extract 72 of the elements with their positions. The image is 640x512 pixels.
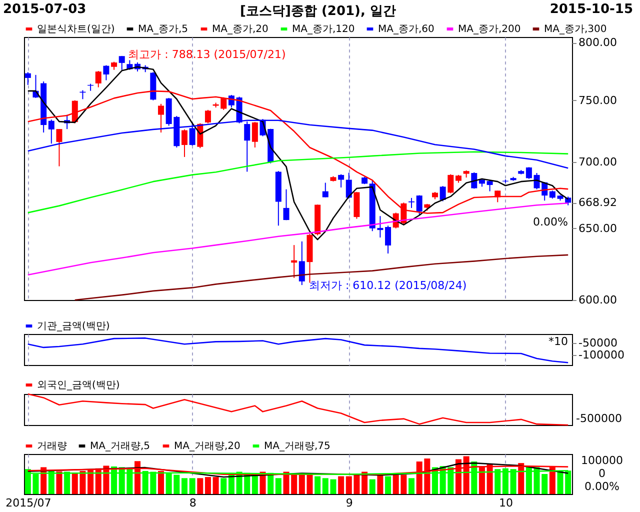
legend-label: MA_종가,200 — [458, 24, 521, 35]
text: 2015-10-15 — [550, 2, 633, 19]
candlestick — [204, 109, 211, 124]
candlestick — [338, 174, 344, 188]
bar — [189, 478, 196, 494]
candlestick — [24, 72, 31, 86]
candlestick — [526, 166, 532, 180]
candlestick — [158, 103, 164, 134]
candlestick — [181, 128, 188, 158]
legend-label: 외국인_금액(백만) — [37, 380, 120, 391]
bar — [385, 476, 392, 494]
legend-label: MA_종가,120 — [292, 24, 355, 35]
text: 0.00% — [584, 480, 620, 493]
line-series — [27, 337, 569, 364]
candlestick — [322, 182, 328, 198]
legend-label: 거래량 — [37, 441, 67, 452]
bar — [220, 478, 227, 494]
y-tick-label: 800.00 — [578, 36, 617, 50]
legend-label: 기관_금액(백만) — [37, 321, 110, 332]
y-tick-label: 650.00 — [578, 222, 617, 235]
y-tick-label: -100000 — [578, 348, 624, 362]
legend-label: 일본식차트(일간) — [37, 24, 115, 35]
bar — [275, 478, 282, 494]
text: 100000 — [581, 454, 623, 467]
candlestick — [440, 186, 446, 202]
y-tick-label: 600.00 — [578, 294, 617, 306]
candlestick — [448, 174, 454, 194]
annotation: 0.00% — [533, 216, 568, 229]
y-tick-label: -50000 — [578, 336, 618, 350]
chart-title: [코스닥]종합 (201), 일간 — [240, 3, 396, 20]
legend-label: MA_종가,60 — [378, 24, 434, 35]
text: 0 — [598, 467, 606, 480]
bar — [338, 476, 344, 494]
candlestick — [252, 122, 258, 148]
y-tick-label: 750.00 — [578, 94, 617, 107]
x-tick-label: 9 — [346, 496, 353, 510]
legend-label: MA_거래량,20 — [174, 441, 240, 452]
x-tick-label: 8 — [189, 496, 196, 510]
candlestick — [95, 70, 102, 88]
y-tick-label: 700.00 — [578, 156, 617, 169]
candlestick — [56, 128, 62, 167]
bar — [408, 478, 415, 494]
candlestick — [298, 240, 305, 286]
candlestick — [346, 172, 352, 200]
bar — [181, 478, 188, 494]
candlestick — [408, 197, 415, 208]
candlestick — [385, 225, 392, 254]
x-tick-label: 2015/07 — [6, 496, 52, 510]
bar — [197, 478, 204, 494]
candlestick — [189, 122, 196, 146]
legend-label: MA_종가,5 — [138, 24, 188, 35]
line-series — [27, 151, 569, 214]
candlestick — [118, 55, 125, 70]
legend-label: MA_종가,20 — [212, 24, 268, 35]
legend-label: MA_거래량,75 — [264, 441, 330, 452]
annotation: 최저가 : 610.12 (2015/08/24) — [308, 279, 467, 292]
candlestick — [103, 64, 110, 81]
candlestick — [494, 190, 501, 203]
annotation: 최고가 : 788.13 (2015/07/21) — [128, 48, 286, 61]
candlestick — [416, 194, 422, 216]
text: -500000 — [576, 412, 622, 425]
legend-label: MA_거래량,5 — [90, 441, 150, 452]
bar — [369, 479, 376, 494]
x-tick-label: 10 — [498, 496, 513, 510]
text: 2015-07-03 — [3, 2, 86, 19]
bar — [204, 477, 211, 494]
candlestick — [283, 188, 290, 221]
y-tick-label: 668.92 — [578, 196, 617, 210]
bar — [212, 477, 219, 494]
annotation: *10 — [548, 335, 568, 348]
line-series — [74, 254, 569, 301]
legend-label: MA_종가,300 — [544, 24, 607, 35]
